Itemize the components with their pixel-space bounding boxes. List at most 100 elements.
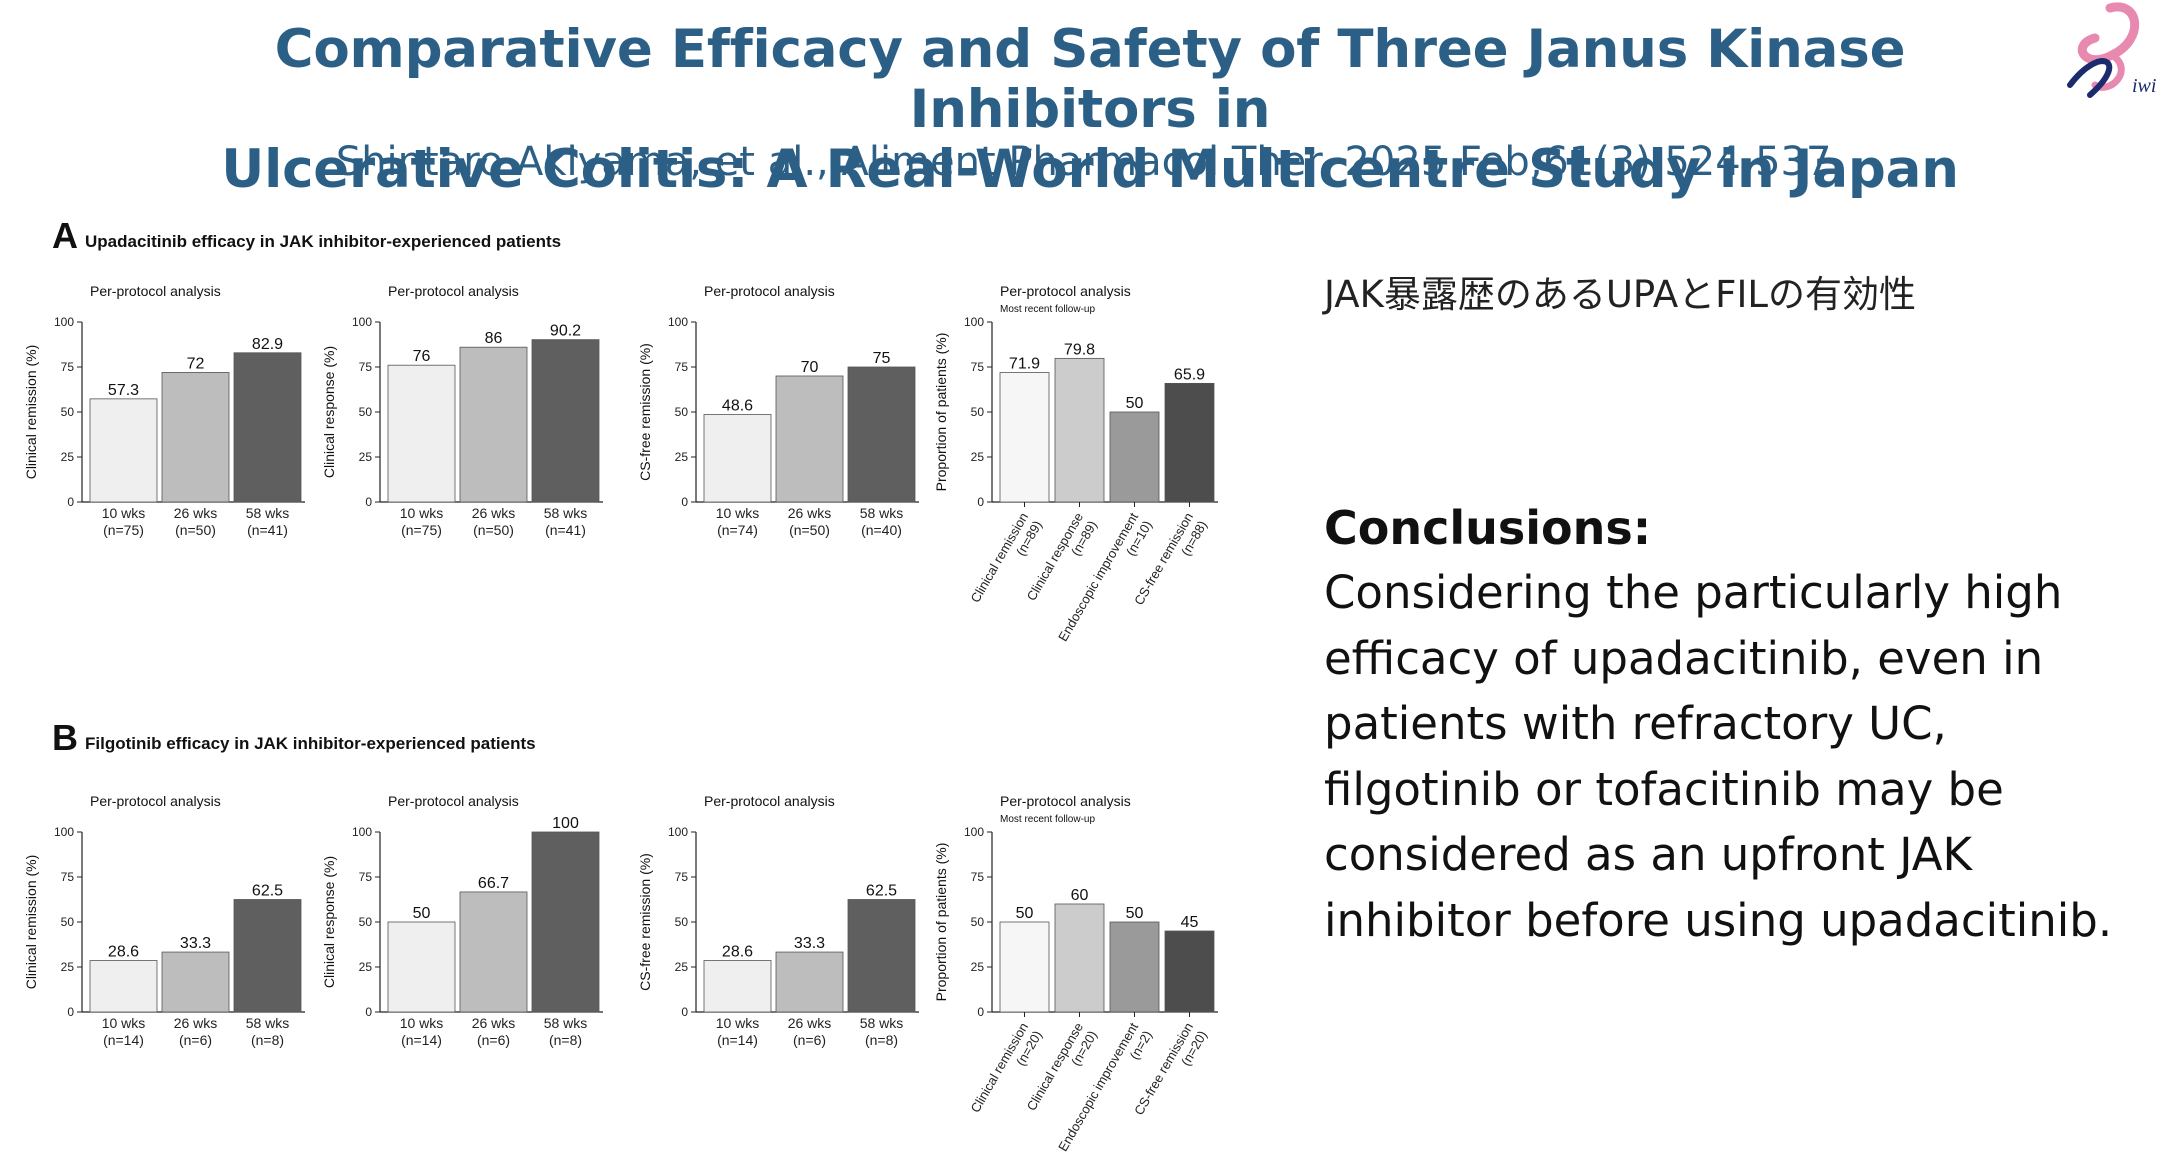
citation: Shintaro Akiyama, et al., Aliment Pharma…: [335, 139, 1845, 185]
chart-svg-a3: Per-protocol analysis CS-free remission (…: [637, 283, 919, 538]
y-tick-label: 75: [971, 870, 985, 884]
x-tick-label: 26 wks: [174, 1015, 218, 1031]
x-tick-label: (n=75): [401, 522, 442, 538]
bar-value-label: 90.2: [550, 323, 581, 340]
bar-value-label: 76: [413, 348, 431, 365]
bar-1: [89, 398, 158, 503]
y-tick-label: 50: [675, 405, 689, 419]
y-axis-label: CS-free remission (%): [637, 853, 653, 991]
chart-subheading: Most recent follow-up: [1000, 814, 1095, 825]
y-tick-label: 50: [359, 405, 373, 419]
chart-a2: Per-protocol analysis Clinical response (…: [318, 280, 618, 550]
bar-value-label: 45: [1181, 914, 1199, 931]
chart-svg-b3: Per-protocol analysis CS-free remission (…: [637, 793, 919, 1048]
bar-value-label: 82.9: [252, 336, 283, 353]
bar-2: [161, 372, 230, 503]
x-tick-label: 10 wks: [400, 1015, 444, 1031]
chart-b1: Per-protocol analysis Clinical remission …: [20, 790, 320, 1060]
y-tick-label: 75: [359, 360, 373, 374]
y-tick-label: 75: [61, 870, 75, 884]
bar-2: [1054, 903, 1105, 1013]
chart-svg-a4: Per-protocol analysis Most recent follow-…: [933, 283, 1218, 644]
y-axis-label: Proportion of patients (%): [933, 843, 949, 1002]
chart-svg-a2: Per-protocol analysis Clinical response (…: [321, 283, 603, 538]
bar-3: [847, 899, 916, 1013]
y-tick-label: 25: [675, 450, 689, 464]
y-tick-label: 100: [352, 315, 372, 329]
bar-3: [1109, 921, 1160, 1013]
x-tick-label: (n=40): [861, 522, 902, 538]
bar-2: [459, 891, 528, 1013]
y-tick-label: 0: [365, 495, 372, 509]
bar-value-label: 86: [485, 330, 503, 347]
chart-a1: Per-protocol analysis Clinical remission …: [20, 280, 320, 550]
bar-value-label: 33.3: [794, 935, 825, 952]
x-tick-label: 58 wks: [860, 1015, 904, 1031]
x-tick-label: 58 wks: [544, 1015, 588, 1031]
bar-3: [531, 831, 600, 1013]
bar-value-label: 28.6: [108, 944, 139, 961]
x-tick-label: (n=41): [247, 522, 288, 538]
y-tick-label: 50: [61, 915, 75, 929]
bar-value-label: 72: [187, 355, 205, 372]
x-tick-label: 26 wks: [788, 505, 832, 521]
x-tick-label: (n=14): [717, 1032, 758, 1048]
y-tick-label: 100: [964, 825, 984, 839]
x-tick-label: 26 wks: [472, 505, 516, 521]
x-tick-label: 26 wks: [472, 1015, 516, 1031]
y-axis-label: Clinical response (%): [321, 346, 337, 478]
slide-title-line2: Ulcerative Colitis: A Real-World Multice…: [221, 139, 1959, 200]
panel-b-title: Filgotinib efficacy in JAK inhibitor-exp…: [85, 734, 536, 753]
bar-value-label: 57.3: [108, 382, 139, 399]
y-tick-label: 25: [359, 960, 373, 974]
bar-value-label: 62.5: [252, 883, 283, 900]
x-tick-label: 58 wks: [860, 505, 904, 521]
y-tick-label: 75: [61, 360, 75, 374]
y-tick-label: 75: [675, 870, 689, 884]
y-tick-label: 25: [675, 960, 689, 974]
bar-1: [703, 960, 772, 1013]
y-axis-label: Clinical response (%): [321, 856, 337, 988]
chart-a3: Per-protocol analysis CS-free remission (…: [634, 280, 934, 550]
slide-title-line1: Comparative Efficacy and Safety of Three…: [274, 19, 1906, 140]
bar-1: [999, 921, 1050, 1013]
x-tick-label: (n=14): [103, 1032, 144, 1048]
x-tick-label: (n=50): [789, 522, 830, 538]
y-axis-label: CS-free remission (%): [637, 343, 653, 481]
x-tick-label-line: Clinical remission: [968, 1020, 1032, 1115]
x-tick-label: 10 wks: [102, 1015, 146, 1031]
x-tick-label: (n=41): [545, 522, 586, 538]
bar-3: [1109, 411, 1160, 503]
x-tick-label: 58 wks: [246, 505, 290, 521]
bar-value-label: 70: [801, 359, 819, 376]
chart-svg-b4: Per-protocol analysis Most recent follow-…: [933, 793, 1218, 1154]
y-tick-label: 50: [971, 915, 985, 929]
chart-svg-a1: Per-protocol analysis Clinical remission …: [23, 283, 305, 538]
bar-2: [775, 951, 844, 1013]
x-tick-label: (n=74): [717, 522, 758, 538]
bar-4: [1164, 382, 1215, 503]
y-tick-label: 100: [54, 315, 74, 329]
bar-1: [999, 372, 1050, 503]
x-tick-label: (n=8): [549, 1032, 582, 1048]
y-tick-label: 100: [54, 825, 74, 839]
jp-note: JAK暴露歴のあるUPAとFILの有効性: [1324, 273, 1916, 316]
x-tick-label: 10 wks: [400, 505, 444, 521]
bar-value-label: 50: [1126, 395, 1144, 412]
bar-value-label: 66.7: [478, 875, 509, 892]
chart-a4: Per-protocol analysis Most recent follow-…: [930, 280, 1250, 644]
chart-b3: Per-protocol analysis CS-free remission (…: [634, 790, 934, 1060]
ribbon-logo-icon: iwi: [2067, 2, 2156, 98]
x-tick-label: (n=6): [793, 1032, 826, 1048]
x-tick-label: (n=75): [103, 522, 144, 538]
y-tick-label: 25: [971, 450, 985, 464]
bar-value-label: 79.8: [1064, 341, 1095, 358]
y-tick-label: 50: [61, 405, 75, 419]
x-tick-label-line: Clinical remission: [968, 510, 1032, 605]
y-tick-label: 100: [668, 825, 688, 839]
y-tick-label: 100: [964, 315, 984, 329]
y-tick-label: 0: [67, 495, 74, 509]
bar-value-label: 71.9: [1009, 356, 1040, 373]
bar-value-label: 62.5: [866, 883, 897, 900]
x-tick-label: (n=50): [175, 522, 216, 538]
